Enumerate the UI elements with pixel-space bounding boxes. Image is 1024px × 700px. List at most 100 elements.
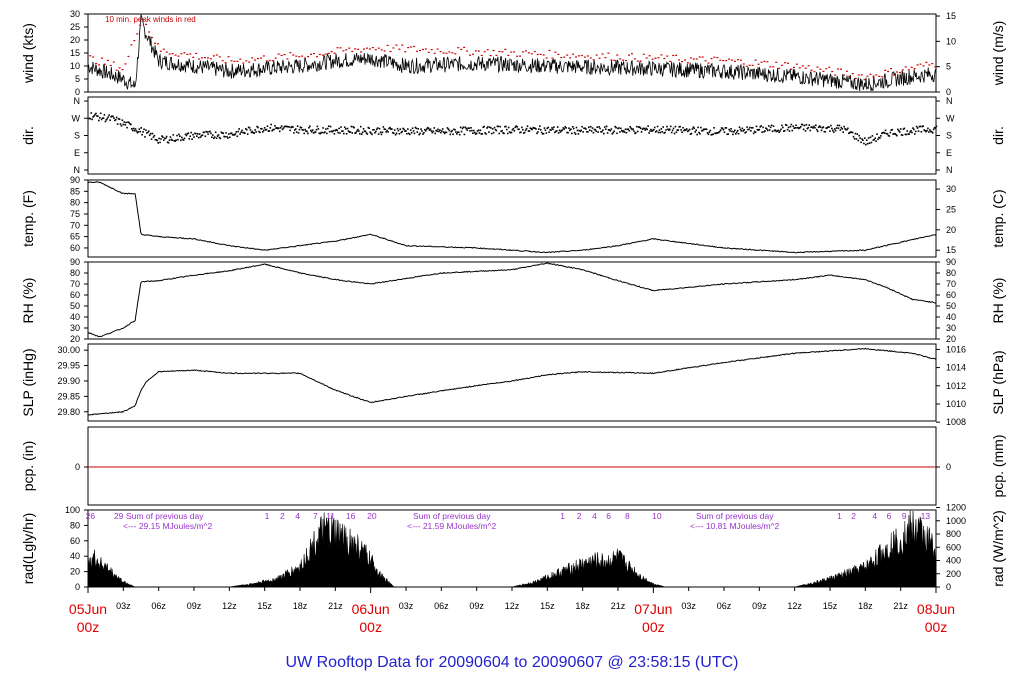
direction-point [608,129,611,131]
direction-point [408,132,410,135]
direction-point [135,130,138,132]
direction-point [846,128,848,131]
direction-point [788,130,791,132]
direction-point [552,128,554,131]
direction-point [224,135,226,138]
direction-point [282,127,285,129]
direction-point [719,129,722,131]
direction-point [648,132,650,134]
direction-point [179,139,182,142]
direction-point [792,125,795,128]
direction-point [653,126,656,129]
direction-point [540,131,543,134]
hour-label: 26 [86,511,96,521]
direction-point [430,130,433,132]
direction-point [626,128,629,131]
direction-point [881,131,884,134]
direction-point [527,130,530,132]
direction-point [791,129,794,132]
direction-point [255,131,257,133]
direction-point [585,128,587,130]
direction-point [156,139,159,142]
direction-point [326,127,329,130]
direction-point [576,129,579,132]
direction-point [256,125,258,128]
wind-tick-label: 30 [70,9,80,19]
direction-point [602,129,604,131]
hour-label: 20 [367,511,377,521]
direction-point [811,126,813,128]
humidity-tick-label: 60 [70,290,80,300]
direction-point [777,129,779,132]
direction-point [820,129,823,132]
direction-point [708,131,711,133]
direction-point [318,132,321,135]
direction-point [101,117,104,119]
direction-point [336,129,338,132]
temperature-tick-label: 70 [70,220,80,230]
direction-point [393,129,396,131]
panel-pressure: SLP (inHg) SLP (hPa) 29.80 29.85 29.90 29.95 3… [20,343,1006,427]
direction-point [221,132,224,134]
direction-point [132,127,135,130]
direction-point [553,126,555,128]
x-tick-label: 03z [116,601,131,611]
direction-point [128,121,130,124]
direction-point [295,131,298,133]
direction-point [505,125,507,128]
direction-point [197,136,200,139]
direction-point [780,128,782,131]
direction-point [830,124,832,127]
direction-point [185,134,188,137]
direction-point [593,128,596,131]
direction-point [860,141,862,144]
direction-point [338,127,340,130]
direction-point [855,138,858,140]
direction-point [832,131,835,133]
direction-point [600,131,602,133]
direction-point [369,131,371,133]
direction-point [238,128,241,130]
direction-point [499,125,501,128]
hour-label: 4 [295,511,300,521]
direction-point [597,131,599,133]
direction-point [110,115,112,118]
direction-point [621,130,624,133]
direction-point [517,128,519,131]
direction-point [584,127,586,130]
direction-point [222,132,224,135]
direction-point [261,127,263,130]
temperature-tick-label: 60 [70,243,80,253]
direction-point [230,132,233,134]
direction-point [426,126,429,129]
direction-point [932,128,935,131]
direction-point [239,133,241,135]
direction-point [253,132,256,134]
direction-point [928,131,930,133]
direction-point [591,127,594,129]
direction-point [374,131,376,134]
direction-point [407,128,409,130]
direction-point [446,127,449,129]
direction-point [824,130,827,133]
temperature-tick-label: 65 [70,232,80,242]
direction-point [760,125,762,127]
direction-point [548,131,550,133]
direction-point [455,131,457,133]
direction-point [189,135,192,138]
direction-point [718,130,721,133]
direction-point [717,131,720,134]
direction-point [435,129,437,132]
direction-point [201,134,204,136]
direction-point [869,136,872,139]
direction-point [877,138,879,141]
direction-point [274,125,276,127]
direction-point [377,133,380,135]
direction-point [147,130,150,132]
direction-point [131,129,134,132]
direction-point [342,130,344,132]
direction-point [505,128,508,131]
direction-point [183,137,186,140]
direction-point [673,132,676,135]
direction-point [868,142,871,144]
